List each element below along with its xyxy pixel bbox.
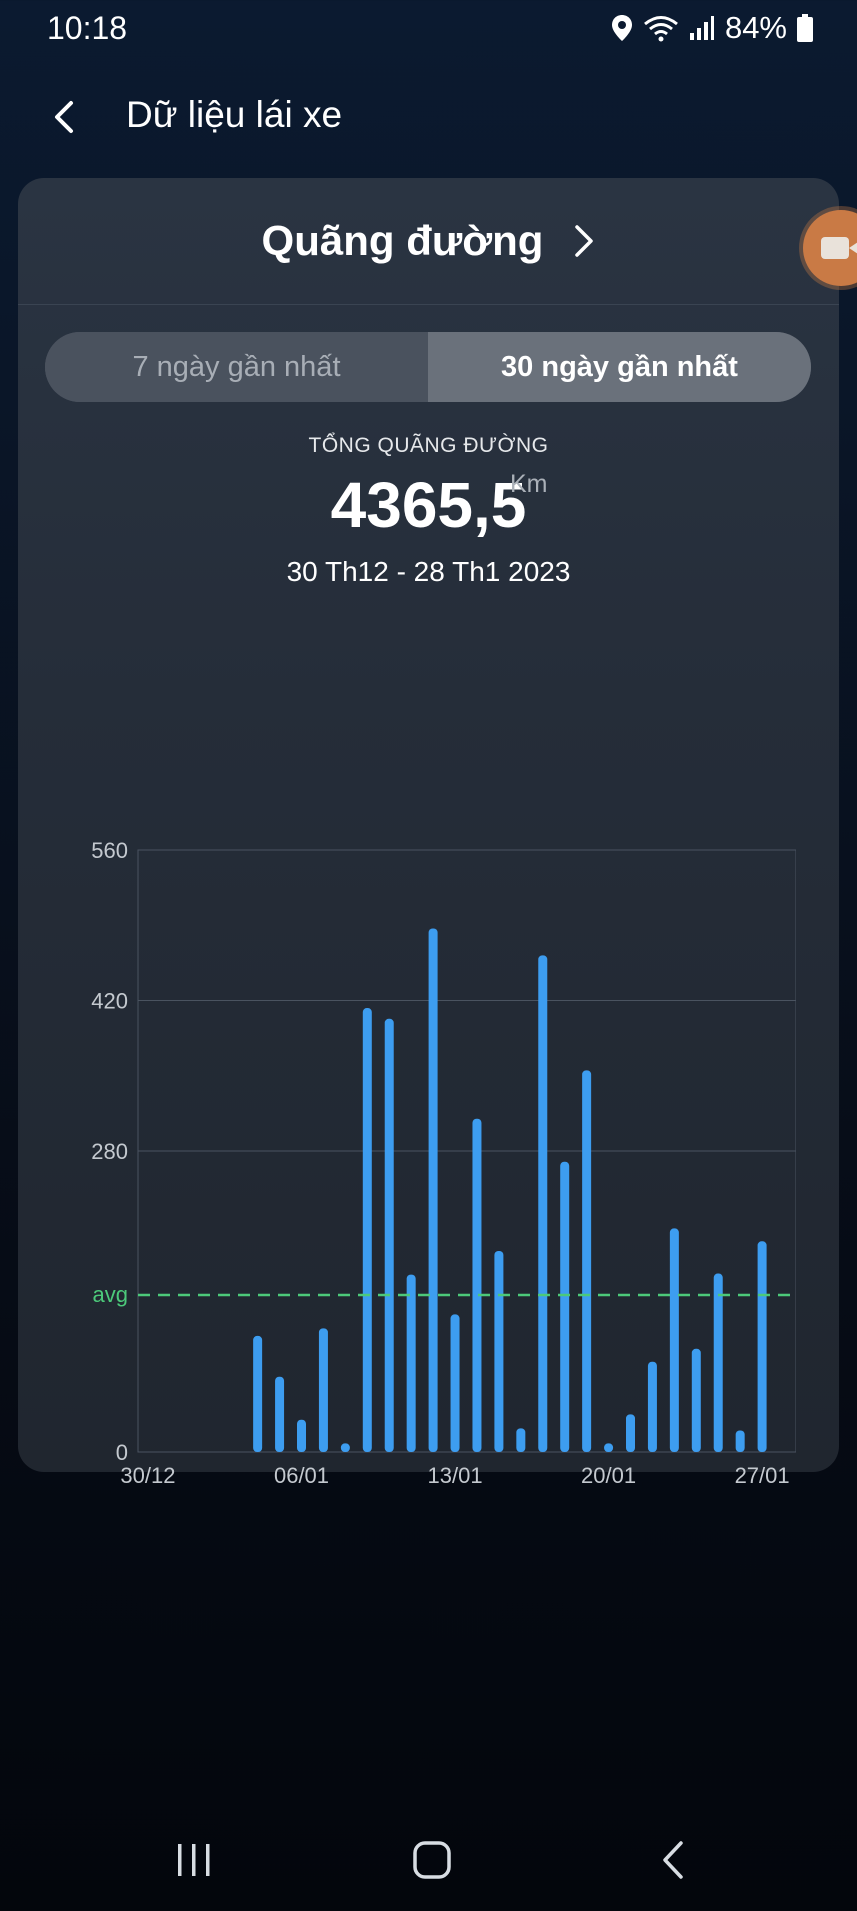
bar — [669, 1228, 679, 1452]
bar — [516, 1428, 526, 1452]
bar — [340, 1443, 350, 1452]
bar — [384, 1018, 394, 1452]
x-tick-label: 13/01 — [428, 1463, 483, 1488]
recent-apps-icon — [178, 1844, 210, 1876]
bar — [560, 1161, 570, 1452]
back-icon — [663, 1841, 683, 1879]
bar — [450, 1314, 460, 1452]
system-nav-bar — [0, 1820, 857, 1900]
bar — [472, 1118, 482, 1452]
summary-value: 4365,5 — [330, 469, 527, 541]
bar — [626, 1414, 635, 1452]
app-header: Dữ liệu lái xe — [0, 80, 857, 154]
bar — [362, 1008, 372, 1452]
bar — [647, 1361, 657, 1452]
bar — [713, 1273, 723, 1452]
bar — [582, 1070, 592, 1452]
y-tick-label: 0 — [116, 1440, 128, 1465]
page-title: Dữ liệu lái xe — [126, 94, 343, 135]
summary-value-row: 4365,5 Km — [18, 468, 839, 544]
distance-bar-chart: 0 280 420 560 30/12 06/01 13/01 20/01 27/01 avg — [91, 838, 796, 1488]
floating-camera-button[interactable] — [803, 210, 857, 286]
x-tick-label: 27/01 — [735, 1463, 790, 1488]
bar — [275, 1376, 285, 1452]
chevron-left-icon — [55, 101, 73, 133]
status-icons: 84% — [611, 10, 813, 46]
summary-label: TỔNG QUÃNG ĐƯỜNG — [308, 434, 549, 457]
distance-summary: TỔNG QUÃNG ĐƯỜNG 4365,5 Km 30 Th12 - 28 … — [18, 434, 839, 588]
bar — [428, 928, 438, 1452]
bar — [494, 1250, 504, 1452]
battery-percent: 84% — [724, 10, 787, 45]
y-tick-label: 420 — [91, 989, 128, 1014]
bar — [406, 1274, 416, 1452]
x-tick-label: 30/12 — [120, 1463, 175, 1488]
driving-data-card: Quãng đường 7 ngày gần nhất 30 ngày gần … — [18, 178, 839, 1488]
status-bar: 10:18 84% — [0, 0, 857, 58]
y-tick-label: 280 — [91, 1139, 128, 1164]
bar — [318, 1328, 328, 1452]
bar — [538, 955, 548, 1452]
battery-icon — [797, 14, 813, 42]
bar — [691, 1348, 701, 1452]
summary-unit: Km — [510, 470, 548, 498]
tab-30-days[interactable]: 30 ngày gần nhất — [428, 332, 811, 402]
avg-label: avg — [93, 1282, 128, 1307]
summary-date-range: 30 Th12 - 28 Th1 2023 — [286, 556, 571, 587]
location-icon — [611, 14, 633, 42]
x-tick-label: 20/01 — [581, 1463, 636, 1488]
home-button[interactable] — [392, 1820, 472, 1900]
recent-apps-button[interactable] — [154, 1820, 234, 1900]
back-button[interactable] — [42, 92, 86, 142]
y-tick-label: 560 — [91, 838, 128, 863]
system-back-button[interactable] — [633, 1820, 713, 1900]
camera-lens-icon — [849, 240, 857, 256]
bar — [297, 1419, 306, 1452]
card-title: Quãng đường — [261, 217, 544, 264]
period-tabs: 7 ngày gần nhất 30 ngày gần nhất — [45, 332, 811, 402]
status-time: 10:18 — [47, 10, 128, 46]
chevron-right-icon — [573, 223, 595, 259]
tab-7-days[interactable]: 7 ngày gần nhất — [45, 332, 428, 402]
card-header-distance[interactable]: Quãng đường — [18, 178, 839, 305]
bar — [735, 1430, 745, 1452]
bar — [604, 1443, 614, 1452]
bar — [253, 1335, 263, 1452]
bar — [757, 1241, 767, 1452]
wifi-icon — [643, 14, 679, 42]
home-icon — [413, 1841, 451, 1879]
x-tick-label: 06/01 — [274, 1463, 329, 1488]
signal-icon — [689, 15, 715, 41]
camera-icon — [821, 237, 849, 259]
